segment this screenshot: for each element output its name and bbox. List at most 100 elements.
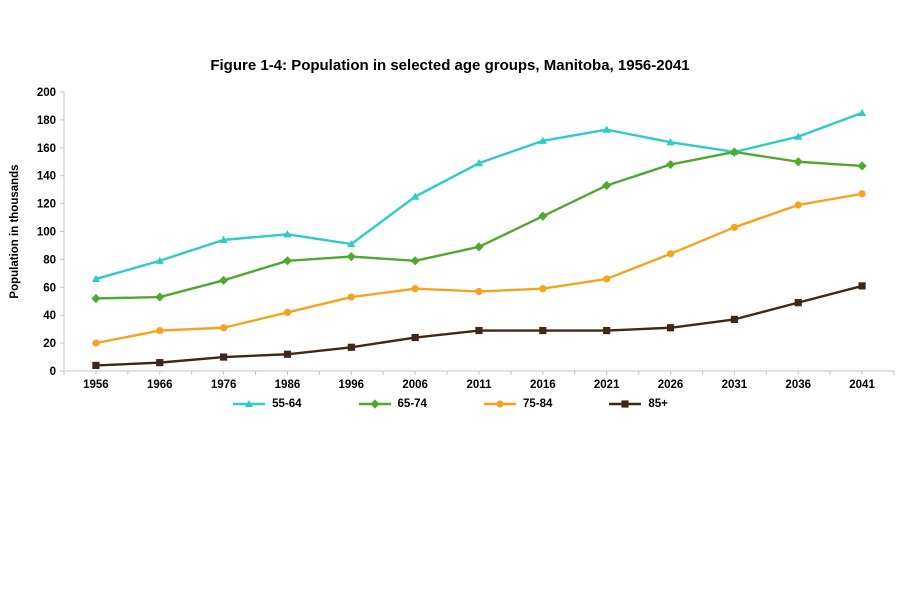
data-point-marker [92, 339, 100, 347]
y-axis-tick-label: 120 [37, 199, 56, 211]
y-axis-tick-label: 200 [37, 87, 56, 99]
data-point-marker [665, 159, 676, 170]
data-point-marker [245, 399, 254, 408]
data-point-marker [538, 136, 547, 144]
data-point-marker [220, 353, 228, 361]
legend-label: 55-64 [272, 398, 302, 410]
chart-title: Figure 1-4: Population in selected age g… [210, 57, 690, 74]
data-point-marker [283, 308, 292, 317]
data-point-marker [602, 125, 611, 133]
legend-item-55-64: 55-64 [232, 398, 302, 410]
data-point-marker [474, 159, 484, 167]
x-axis-tick-label: 2021 [594, 379, 620, 391]
data-point-marker [369, 399, 380, 409]
x-axis-tick-label: 2011 [467, 379, 493, 391]
data-point-marker [155, 292, 165, 302]
data-point-marker [347, 343, 355, 351]
data-point-marker [538, 211, 548, 221]
data-point-marker [219, 275, 229, 285]
y-axis-tick-label: 80 [43, 254, 56, 266]
legend-item-75-84: 75-84 [483, 398, 552, 410]
data-point-marker [283, 350, 292, 358]
legend-label: 65-74 [397, 398, 427, 410]
legend-item-85+: 85+ [608, 398, 668, 410]
data-point-marker [666, 250, 675, 258]
y-axis-tick-label: 20 [43, 338, 56, 350]
legend-marker-square-icon [609, 400, 642, 408]
series-line-55-64 [94, 111, 864, 281]
data-point-marker [155, 256, 164, 264]
data-point-marker [858, 190, 866, 198]
x-axis-tick-label: 2031 [722, 379, 748, 391]
line-chart: 0 20 40 60 80 100 120 140 160 180 200 1956 1966 1976 1… [9, 87, 895, 391]
data-point-marker [347, 293, 355, 301]
data-point-marker [621, 400, 629, 408]
data-point-marker [666, 138, 675, 146]
x-axis-tick-label: 2026 [658, 379, 684, 391]
y-axis-tick-label: 100 [37, 227, 56, 239]
x-axis-tick-label: 2036 [785, 379, 811, 391]
legend-label: 75-84 [522, 398, 553, 410]
data-point-marker [794, 132, 803, 140]
series-line-75-84 [94, 192, 864, 345]
series-line-65-74 [94, 150, 864, 300]
data-point-marker [346, 252, 356, 262]
data-point-marker [603, 275, 611, 283]
x-axis-tick-label: 1996 [339, 379, 365, 391]
data-point-marker [858, 282, 866, 290]
data-point-marker [539, 285, 547, 293]
x-axis-tick-label: 2006 [402, 379, 428, 391]
data-point-marker [411, 333, 419, 342]
data-point-marker [602, 180, 612, 191]
series-line-85+ [94, 284, 864, 367]
chart-legend: 55-64 65-74 75-84 85+ [0, 398, 900, 410]
data-point-marker [539, 326, 547, 335]
data-point-marker [410, 256, 420, 266]
legend-marker-triangle-icon [233, 399, 266, 408]
x-axis-tick-label: 1976 [211, 379, 237, 391]
data-point-marker [603, 326, 611, 335]
data-point-marker [857, 108, 867, 117]
data-point-marker [411, 192, 420, 200]
data-point-marker [347, 239, 356, 248]
y-axis-tick-label: 40 [43, 310, 56, 322]
y-axis-title: Population in thousands [9, 164, 21, 298]
y-axis-tick-label: 60 [43, 282, 56, 294]
data-point-marker [496, 400, 504, 408]
data-point-marker [794, 299, 802, 307]
data-point-marker [794, 201, 802, 209]
x-axis-tick-label: 1966 [147, 379, 173, 391]
data-point-marker [475, 326, 483, 335]
legend-marker-circle-icon [483, 400, 516, 408]
x-axis-tick-label: 2016 [530, 379, 556, 391]
x-axis-tick-label: 1986 [275, 379, 301, 391]
y-axis-tick-label: 140 [37, 171, 56, 183]
data-point-marker [730, 315, 738, 323]
data-point-marker [92, 361, 100, 370]
x-axis-tick-label: 2041 [849, 379, 875, 391]
data-point-marker [91, 274, 101, 283]
data-point-marker [474, 242, 484, 252]
legend-label: 85+ [648, 398, 668, 410]
data-point-marker [729, 147, 739, 157]
data-point-marker [220, 324, 228, 332]
data-point-marker [156, 326, 164, 335]
data-point-marker [91, 293, 101, 304]
y-axis-tick-label: 160 [37, 143, 56, 155]
data-point-marker [857, 161, 867, 171]
data-point-marker [219, 235, 228, 243]
data-point-marker [411, 285, 419, 293]
data-point-marker [475, 287, 483, 296]
data-point-marker [793, 157, 803, 167]
data-point-marker [282, 256, 293, 266]
legend-marker-diamond-icon [358, 399, 391, 409]
data-point-marker [730, 223, 738, 231]
legend-item-65-74: 65-74 [358, 398, 427, 410]
y-axis-tick-label: 180 [37, 115, 56, 127]
data-point-marker [666, 324, 675, 332]
x-axis-tick-label: 1956 [83, 379, 109, 391]
data-point-marker [283, 230, 292, 238]
data-point-marker [156, 359, 164, 367]
y-axis-tick-label: 0 [50, 366, 56, 378]
